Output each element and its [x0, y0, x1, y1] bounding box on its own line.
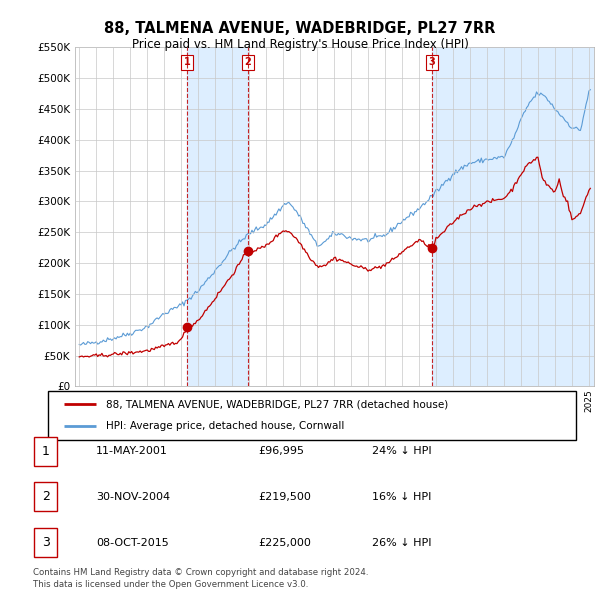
Bar — [34, 529, 57, 557]
Bar — [432, 47, 594, 386]
Text: 2: 2 — [41, 490, 50, 503]
Text: 08-OCT-2015: 08-OCT-2015 — [96, 538, 169, 548]
Text: Contains HM Land Registry data © Crown copyright and database right 2024.: Contains HM Land Registry data © Crown c… — [33, 568, 368, 577]
Text: 11-MAY-2001: 11-MAY-2001 — [96, 447, 168, 456]
Text: 24% ↓ HPI: 24% ↓ HPI — [372, 447, 431, 456]
Text: £96,995: £96,995 — [258, 447, 304, 456]
Text: 2: 2 — [244, 57, 251, 67]
Bar — [34, 483, 57, 511]
Bar — [187, 47, 248, 386]
Text: 26% ↓ HPI: 26% ↓ HPI — [372, 538, 431, 548]
Text: 88, TALMENA AVENUE, WADEBRIDGE, PL27 7RR: 88, TALMENA AVENUE, WADEBRIDGE, PL27 7RR — [104, 21, 496, 35]
Text: £225,000: £225,000 — [258, 538, 311, 548]
Text: 3: 3 — [429, 57, 436, 67]
Text: This data is licensed under the Open Government Licence v3.0.: This data is licensed under the Open Gov… — [33, 579, 308, 589]
Text: 3: 3 — [41, 536, 50, 549]
Text: Price paid vs. HM Land Registry's House Price Index (HPI): Price paid vs. HM Land Registry's House … — [131, 38, 469, 51]
Text: 1: 1 — [184, 57, 191, 67]
Text: 30-NOV-2004: 30-NOV-2004 — [96, 492, 170, 502]
Text: 1: 1 — [41, 445, 50, 458]
Bar — [34, 437, 57, 466]
Text: HPI: Average price, detached house, Cornwall: HPI: Average price, detached house, Corn… — [106, 421, 344, 431]
Text: 88, TALMENA AVENUE, WADEBRIDGE, PL27 7RR (detached house): 88, TALMENA AVENUE, WADEBRIDGE, PL27 7RR… — [106, 399, 448, 409]
Text: 16% ↓ HPI: 16% ↓ HPI — [372, 492, 431, 502]
Text: £219,500: £219,500 — [258, 492, 311, 502]
